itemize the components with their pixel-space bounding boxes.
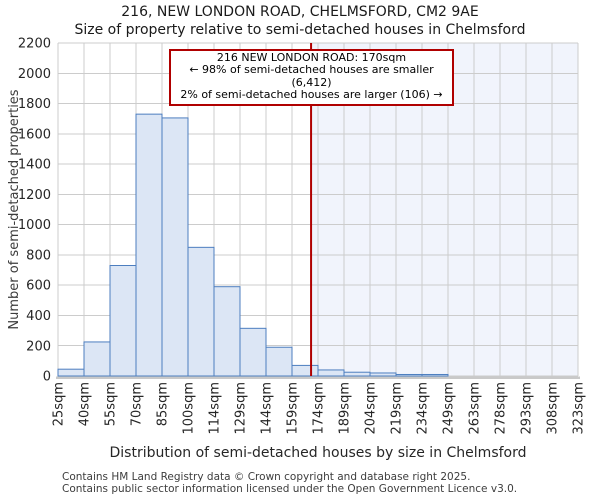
x-tick-label: 204sqm	[364, 382, 379, 435]
histogram-bar	[395, 373, 423, 377]
x-tick-label: 189sqm	[338, 382, 353, 435]
histogram-bar	[213, 286, 241, 377]
histogram-bar	[421, 373, 449, 377]
histogram-bar	[265, 346, 293, 377]
y-tick-label: 1600	[18, 127, 51, 142]
y-tick-label: 800	[26, 248, 51, 263]
footer-line-2: Contains public sector information licen…	[62, 483, 518, 495]
histogram-bar	[317, 369, 345, 377]
x-tick-label: 249sqm	[442, 382, 457, 435]
histogram-bar	[369, 372, 397, 377]
histogram-bar	[343, 371, 371, 377]
x-tick-label: 219sqm	[390, 382, 405, 435]
y-tick-label: 400	[26, 309, 51, 324]
y-tick-label: 200	[26, 339, 51, 354]
x-tick-label: 308sqm	[546, 382, 561, 435]
histogram-bar	[57, 368, 85, 377]
x-tick-label: 70sqm	[130, 382, 145, 426]
x-tick-label: 323sqm	[572, 382, 587, 435]
y-tick-label: 1200	[18, 188, 51, 203]
x-tick-label: 234sqm	[416, 382, 431, 435]
y-tick-label: 1800	[18, 97, 51, 112]
x-tick-label: 85sqm	[156, 382, 171, 426]
footer-line-1: Contains HM Land Registry data © Crown c…	[62, 471, 471, 483]
x-tick-label: 174sqm	[312, 382, 327, 435]
x-tick-label: 278sqm	[494, 382, 509, 435]
histogram-bar	[135, 113, 163, 377]
y-tick-label: 0	[43, 370, 51, 385]
x-tick-label: 159sqm	[286, 382, 301, 435]
histogram-bar	[187, 246, 215, 377]
y-tick-label: 1000	[18, 218, 51, 233]
page-subtitle: Size of property relative to semi-detach…	[74, 22, 526, 38]
histogram-bar	[239, 327, 267, 377]
y-tick-label: 2200	[18, 37, 51, 52]
x-tick-label: 40sqm	[78, 382, 93, 426]
annotation-box: 216 NEW LONDON ROAD: 170sqm ← 98% of sem…	[169, 49, 454, 106]
x-tick-label: 100sqm	[182, 382, 197, 435]
x-tick-label: 293sqm	[520, 382, 535, 435]
x-tick-label: 144sqm	[260, 382, 275, 435]
histogram-bar	[161, 117, 189, 377]
y-tick-label: 2000	[18, 67, 51, 82]
x-tick-label: 114sqm	[208, 382, 223, 435]
x-tick-label: 55sqm	[104, 382, 119, 426]
annotation-larger-text: 2% of semi-detached houses are larger (1…	[180, 88, 443, 102]
annotation-title: 216 NEW LONDON ROAD: 170sqm	[216, 51, 407, 64]
histogram-bar	[83, 341, 111, 377]
page-title: 216, NEW LONDON ROAD, CHELMSFORD, CM2 9A…	[121, 4, 479, 20]
x-axis-title: Distribution of semi-detached houses by …	[109, 445, 527, 461]
x-tick-label: 263sqm	[468, 382, 483, 435]
histogram-bar	[291, 364, 319, 377]
y-tick-label: 600	[26, 279, 51, 294]
x-tick-label: 25sqm	[52, 382, 67, 426]
histogram-bar	[109, 265, 137, 377]
x-tick-label: 129sqm	[234, 382, 249, 435]
annotation-smaller-text: ← 98% of semi-detached houses are smalle…	[189, 63, 434, 89]
y-tick-label: 1400	[18, 158, 51, 173]
